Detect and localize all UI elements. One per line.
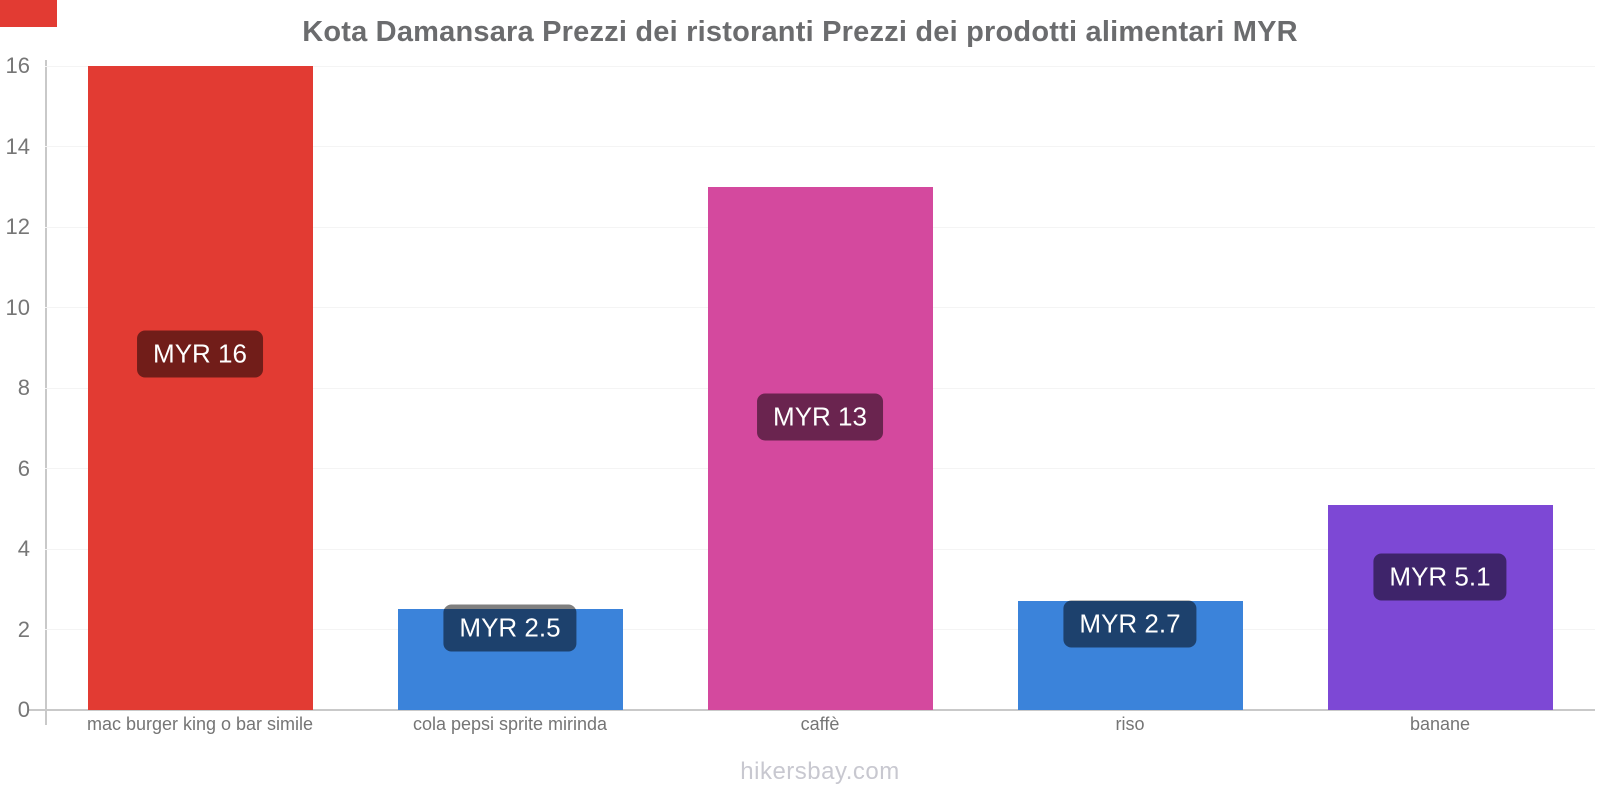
bar-0 [87, 66, 313, 710]
y-axis-line [45, 60, 47, 725]
category-label-4: banane [1409, 714, 1471, 734]
y-tick-label-8: 8 [17, 375, 30, 400]
category-label-0: mac burger king o bar simile [86, 714, 314, 734]
y-tick-label-4: 4 [17, 536, 30, 561]
bar-value-badge-1: MYR 2.5 [443, 604, 577, 652]
y-tick-label-12: 12 [5, 214, 30, 239]
y-tick-label-2: 2 [17, 616, 30, 642]
footer-watermark: hikersbay.com [740, 758, 900, 785]
category-label-1: cola pepsi sprite mirinda [412, 714, 608, 734]
y-tick-label-6: 6 [17, 455, 30, 481]
gridline-14 [45, 146, 1595, 147]
y-tick-label-16: 16 [5, 53, 30, 78]
bar-4 [1327, 504, 1553, 710]
bar-value-badge-4: MYR 5.1 [1373, 553, 1507, 601]
bar-2 [707, 186, 933, 710]
bar-value-badge-3: MYR 2.7 [1063, 600, 1197, 648]
bar-value-badge-0: MYR 16 [137, 330, 263, 378]
x-axis-baseline [28, 709, 1595, 711]
bar-value-badge-2: MYR 13 [757, 393, 883, 441]
corner-red-mark [0, 0, 57, 27]
chart-title: Kota Damansara Prezzi dei ristoranti Pre… [302, 16, 1298, 48]
category-label-2: caffè [800, 714, 840, 734]
category-label-3: riso [1115, 714, 1145, 734]
gridline-16 [45, 65, 1595, 67]
y-tick-label-10: 10 [5, 294, 30, 320]
y-tick-label-14: 14 [5, 133, 30, 159]
y-tick-label-0: 0 [17, 697, 30, 722]
